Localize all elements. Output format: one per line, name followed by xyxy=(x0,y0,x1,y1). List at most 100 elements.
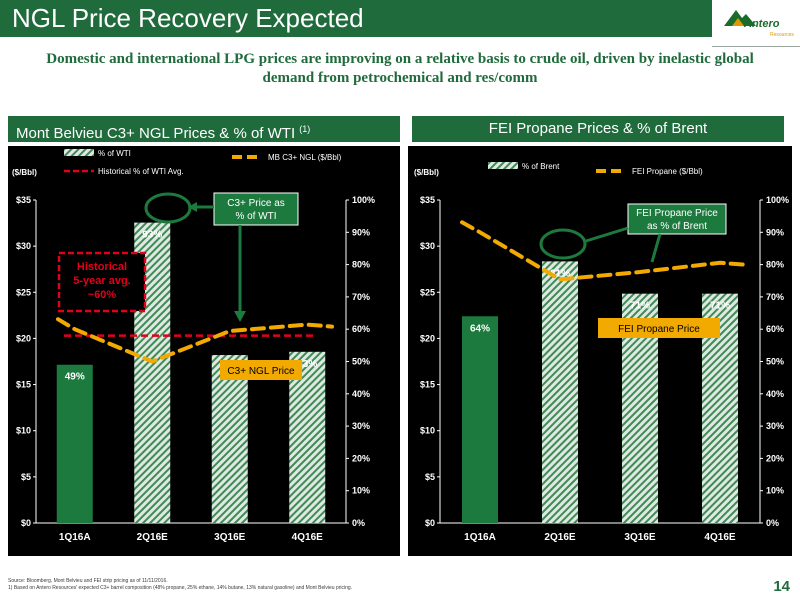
right-chart-legend-bar-swatch xyxy=(488,162,518,169)
right-chart-bar-label: 71% xyxy=(710,301,730,312)
right-chart-y2-tick-label: 10% xyxy=(766,486,784,496)
right-chart-y-tick-label: $15 xyxy=(420,380,435,390)
left-chart-y2-tick-label: 10% xyxy=(352,486,370,496)
right-chart-legend-line-label: FEI Propane ($/Bbl) xyxy=(632,167,703,176)
left-chart-ratio-arrowhead-left xyxy=(188,202,197,212)
left-chart-y-unit-label: ($/Bbl) xyxy=(12,168,37,177)
right-chart-y2-tick-label: 100% xyxy=(766,195,789,205)
right-chart-y2-tick-label: 60% xyxy=(766,324,784,334)
left-chart-line-callout-box xyxy=(220,360,302,380)
right-chart-ratio-callout-text: FEI Propane Price xyxy=(636,208,718,219)
left-chart-y-tick-label: $5 xyxy=(21,472,31,482)
right-chart-bar-label: 81% xyxy=(550,268,570,279)
left-chart-historical-box xyxy=(57,251,147,313)
left-chart-y2-tick-label: 20% xyxy=(352,453,370,463)
left-chart-category-label: 2Q16E xyxy=(137,532,168,543)
footnote-source: Source: Bloomberg, Mont Belvieu and FEI … xyxy=(8,578,168,584)
page-number: 14 xyxy=(773,578,790,595)
right-chart-bar-label: 71% xyxy=(630,301,650,312)
left-chart-y2-tick-label: 0% xyxy=(352,518,365,528)
slide-subtitle: Domestic and international LPG prices ar… xyxy=(46,51,754,86)
left-chart-y-tick-label: $20 xyxy=(16,333,31,343)
right-chart-bar xyxy=(542,261,578,523)
right-chart-y2-tick-label: 20% xyxy=(766,453,784,463)
left-chart-historical-box-text: 5-year avg. xyxy=(73,275,130,287)
left-chart-legend-line-label: MB C3+ NGL ($/Bbl) xyxy=(268,153,342,162)
left-chart-bar-label: 53% xyxy=(297,359,317,370)
left-chart-legend-ref-label: Historical % of WTI Avg. xyxy=(98,167,184,176)
right-chart-y2-tick-label: 80% xyxy=(766,260,784,270)
left-chart-title-text: Mont Belvieu C3+ NGL Prices & % of WTI xyxy=(16,125,296,142)
right-chart-bar xyxy=(462,316,498,523)
left-chart-title: Mont Belvieu C3+ NGL Prices & % of WTI (… xyxy=(8,116,400,142)
right-chart-y2-tick-label: 30% xyxy=(766,421,784,431)
right-chart-y-tick-label: $5 xyxy=(425,472,435,482)
left-chart-y2-tick-label: 80% xyxy=(352,260,370,270)
left-chart-y2-tick-label: 100% xyxy=(352,195,375,205)
left-chart-y-tick-label: $30 xyxy=(16,241,31,251)
right-chart-y-tick-label: $30 xyxy=(420,241,435,251)
left-chart-footnote-mark: (1) xyxy=(299,124,311,134)
left-chart-category-label: 3Q16E xyxy=(214,532,245,543)
right-chart-price-line xyxy=(460,220,748,282)
right-chart-y-tick-label: $20 xyxy=(420,333,435,343)
left-chart-category-label: 1Q16A xyxy=(59,532,91,543)
title-bar: NGL Price Recovery Expected xyxy=(0,0,712,37)
left-chart-ratio-callout-text: C3+ Price as xyxy=(227,198,285,209)
right-chart-line-callout-box xyxy=(598,318,720,338)
left-chart-y-tick-label: $0 xyxy=(21,518,31,528)
left-chart-y2-tick-label: 30% xyxy=(352,421,370,431)
right-chart-y-tick-label: $25 xyxy=(420,287,435,297)
right-chart-y-tick-label: $10 xyxy=(420,426,435,436)
left-chart-y-tick-label: $25 xyxy=(16,287,31,297)
right-chart-y2-tick-label: 40% xyxy=(766,389,784,399)
left-chart-y2-tick-label: 70% xyxy=(352,292,370,302)
left-chart-y2-tick-label: 40% xyxy=(352,389,370,399)
right-chart-category-label: 3Q16E xyxy=(624,532,655,543)
left-chart-y-tick-label: $15 xyxy=(16,380,31,390)
right-chart-y-unit-label: ($/Bbl) xyxy=(414,168,439,177)
right-chart-y2-tick-label: 0% xyxy=(766,518,779,528)
left-chart-category-label: 4Q16E xyxy=(292,532,323,543)
page-title: NGL Price Recovery Expected xyxy=(12,3,364,33)
right-chart-y2-tick-label: 70% xyxy=(766,292,784,302)
right-chart-legend-bar-label: % of Brent xyxy=(522,162,560,171)
right-chart-y2-tick-label: 90% xyxy=(766,227,784,237)
left-chart-legend-bar-label: % of WTI xyxy=(98,149,131,158)
left-chart-y-tick-label: $10 xyxy=(16,426,31,436)
right-chart-bar-label: 64% xyxy=(470,323,490,334)
left-chart-price-line xyxy=(56,317,334,364)
right-chart-ratio-arrow xyxy=(585,226,629,243)
right-chart-ratio-callout-box xyxy=(627,203,727,235)
right-chart-ratio-arrow-2 xyxy=(650,233,662,263)
left-chart-legend-bar-swatch xyxy=(64,149,94,156)
right-chart-ratio-callout-text: as % of Brent xyxy=(647,221,707,232)
left-chart-historical-box-text: Historical xyxy=(77,261,127,273)
left-chart-y2-tick-label: 90% xyxy=(352,227,370,237)
left-chart-line-callout-text: C3+ NGL Price xyxy=(227,366,295,377)
left-chart-ratio-callout-text: % of WTI xyxy=(235,211,276,222)
mountain-logo-icon xyxy=(724,10,756,26)
logo-wordmark: Antero xyxy=(744,18,780,30)
header-rule xyxy=(712,46,800,47)
left-chart-y2-tick-label: 50% xyxy=(352,357,370,367)
right-chart-category-label: 4Q16E xyxy=(704,532,735,543)
left-chart-ratio-callout-box xyxy=(213,192,299,226)
logo-subtext: Resources xyxy=(770,32,794,38)
right-chart-y-tick-label: $35 xyxy=(420,195,435,205)
left-chart-bar-label: 93% xyxy=(142,230,162,241)
left-chart-y2-tick-label: 60% xyxy=(352,324,370,334)
footnote: Source: Bloomberg, Mont Belvieu and FEI … xyxy=(8,578,728,592)
right-chart-category-label: 1Q16A xyxy=(464,532,496,543)
left-chart-bar xyxy=(211,355,248,523)
right-chart-title-text: FEI Propane Prices & % of Brent xyxy=(488,120,708,137)
company-logo: Antero Resources xyxy=(722,4,794,44)
right-chart-y-tick-label: $0 xyxy=(425,518,435,528)
left-chart-historical-box-text: ~60% xyxy=(88,289,117,301)
left-chart-bar xyxy=(56,364,93,523)
left-chart-bar-label: 49% xyxy=(65,372,85,383)
left-chart-highlight-circle xyxy=(144,192,192,224)
right-chart-y2-tick-label: 50% xyxy=(766,357,784,367)
right-chart-line-callout-text: FEI Propane Price xyxy=(618,324,700,335)
